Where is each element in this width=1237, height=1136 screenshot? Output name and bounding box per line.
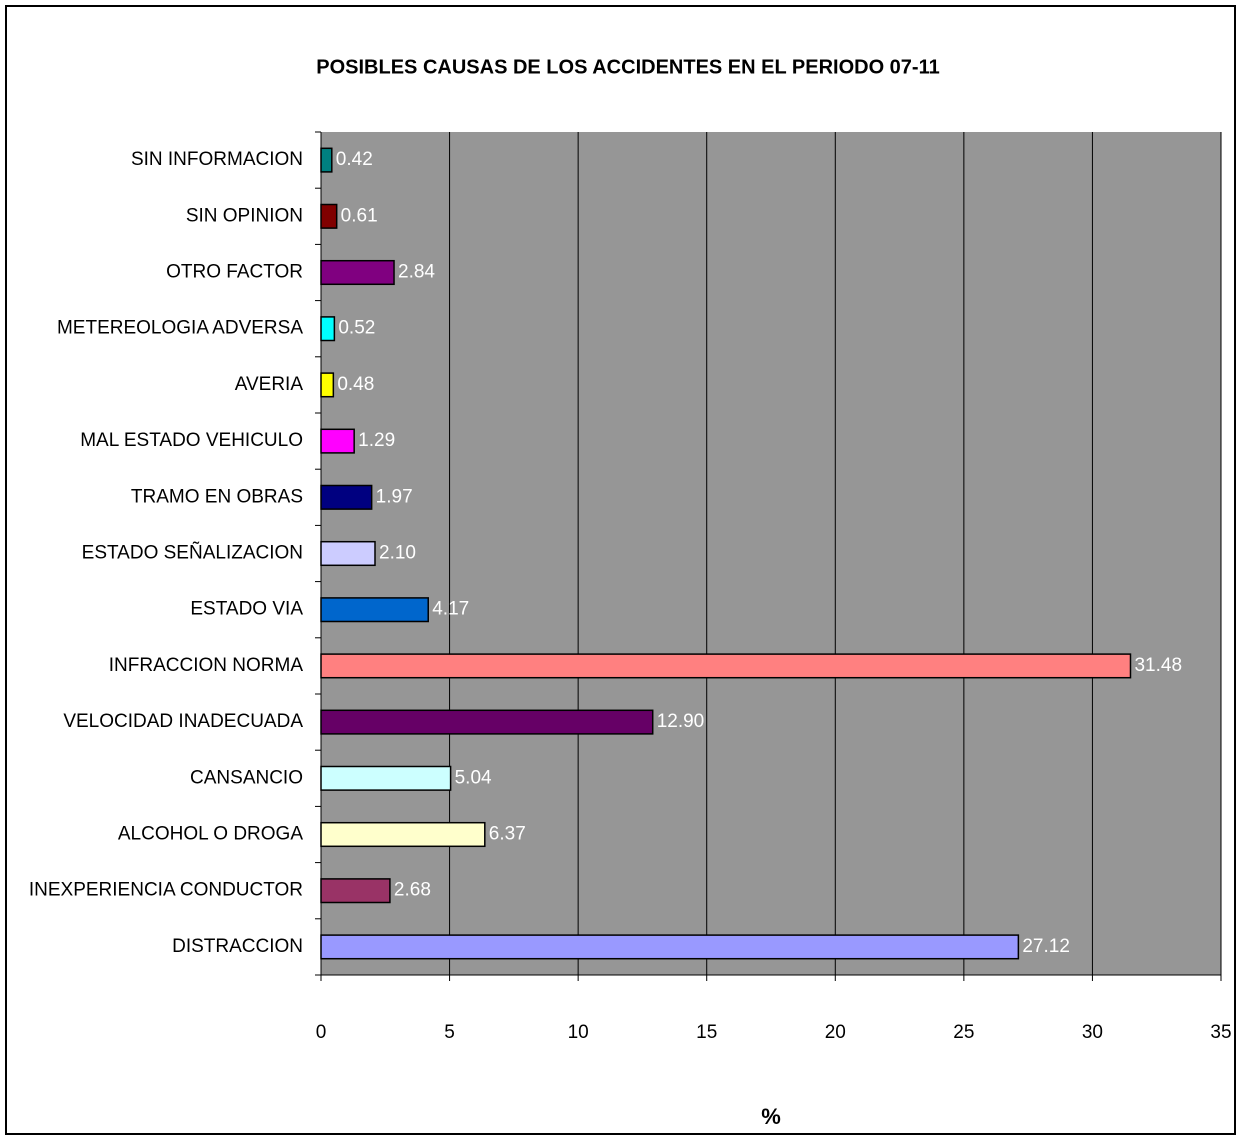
value-label: 31.48 [1134,655,1182,676]
bar [320,878,391,904]
x-tick-label: 5 [444,1022,455,1043]
value-label: 6.37 [489,824,526,845]
value-label: 0.42 [336,149,373,170]
x-tick-label: 10 [568,1022,589,1043]
value-label: 2.10 [379,543,416,564]
bar [320,259,395,286]
bar [320,597,429,623]
y-tick-label: TRAMO EN OBRAS [131,486,303,507]
y-tick-label: ESTADO SEÑALIZACION [82,542,303,564]
x-tick-label: 30 [1082,1022,1103,1043]
bar [320,821,486,848]
y-tick-label: MAL ESTADO VEHICULO [80,430,303,451]
x-axis-label: % [761,1104,781,1129]
bar [320,147,333,173]
x-tick-label: 20 [825,1022,846,1043]
bar [320,765,452,791]
x-tick-label: 25 [953,1022,974,1043]
value-label: 2.68 [394,880,431,901]
x-tick-label: 0 [316,1022,327,1043]
y-tick-label: OTRO FACTOR [166,262,303,283]
y-tick-label: VELOCIDAD INADECUADA [63,711,303,732]
y-tick-label: AVERIA [235,374,304,395]
chart-title: POSIBLES CAUSAS DE LOS ACCIDENTES EN EL … [316,56,939,78]
y-tick-label: ALCOHOL O DROGA [118,824,303,845]
bar [320,709,654,735]
bar [320,484,373,510]
value-label: 12.90 [657,711,705,732]
x-tick-label: 35 [1210,1022,1231,1043]
value-label: 4.17 [432,599,469,620]
y-tick-label: SIN INFORMACION [131,149,303,170]
y-tick-label: INEXPERIENCIA CONDUCTOR [29,880,303,901]
y-tick-label: SIN OPINION [186,205,303,226]
value-label: 5.04 [455,767,492,788]
bar [320,428,355,454]
x-tick-label: 15 [696,1022,717,1043]
y-tick-label: METEREOLOGIA ADVERSA [57,318,303,339]
value-label: 0.48 [337,374,374,395]
bar [320,203,338,229]
bar [320,540,376,567]
value-label: 1.29 [358,430,395,451]
y-tick-label: ESTADO VIA [190,599,303,620]
value-label: 2.84 [398,262,435,283]
y-tick-label: DISTRACCION [172,936,303,957]
bar [320,653,1132,679]
bar [320,934,1020,960]
plot-area [321,132,1221,975]
value-label: 0.52 [338,318,375,339]
value-label: 27.12 [1022,936,1070,957]
value-label: 1.97 [376,486,413,507]
y-tick-label: INFRACCION NORMA [109,655,304,676]
y-tick-label: CANSANCIO [190,767,303,788]
bar [320,316,336,342]
value-label: 0.61 [341,205,378,226]
bar [320,372,335,398]
